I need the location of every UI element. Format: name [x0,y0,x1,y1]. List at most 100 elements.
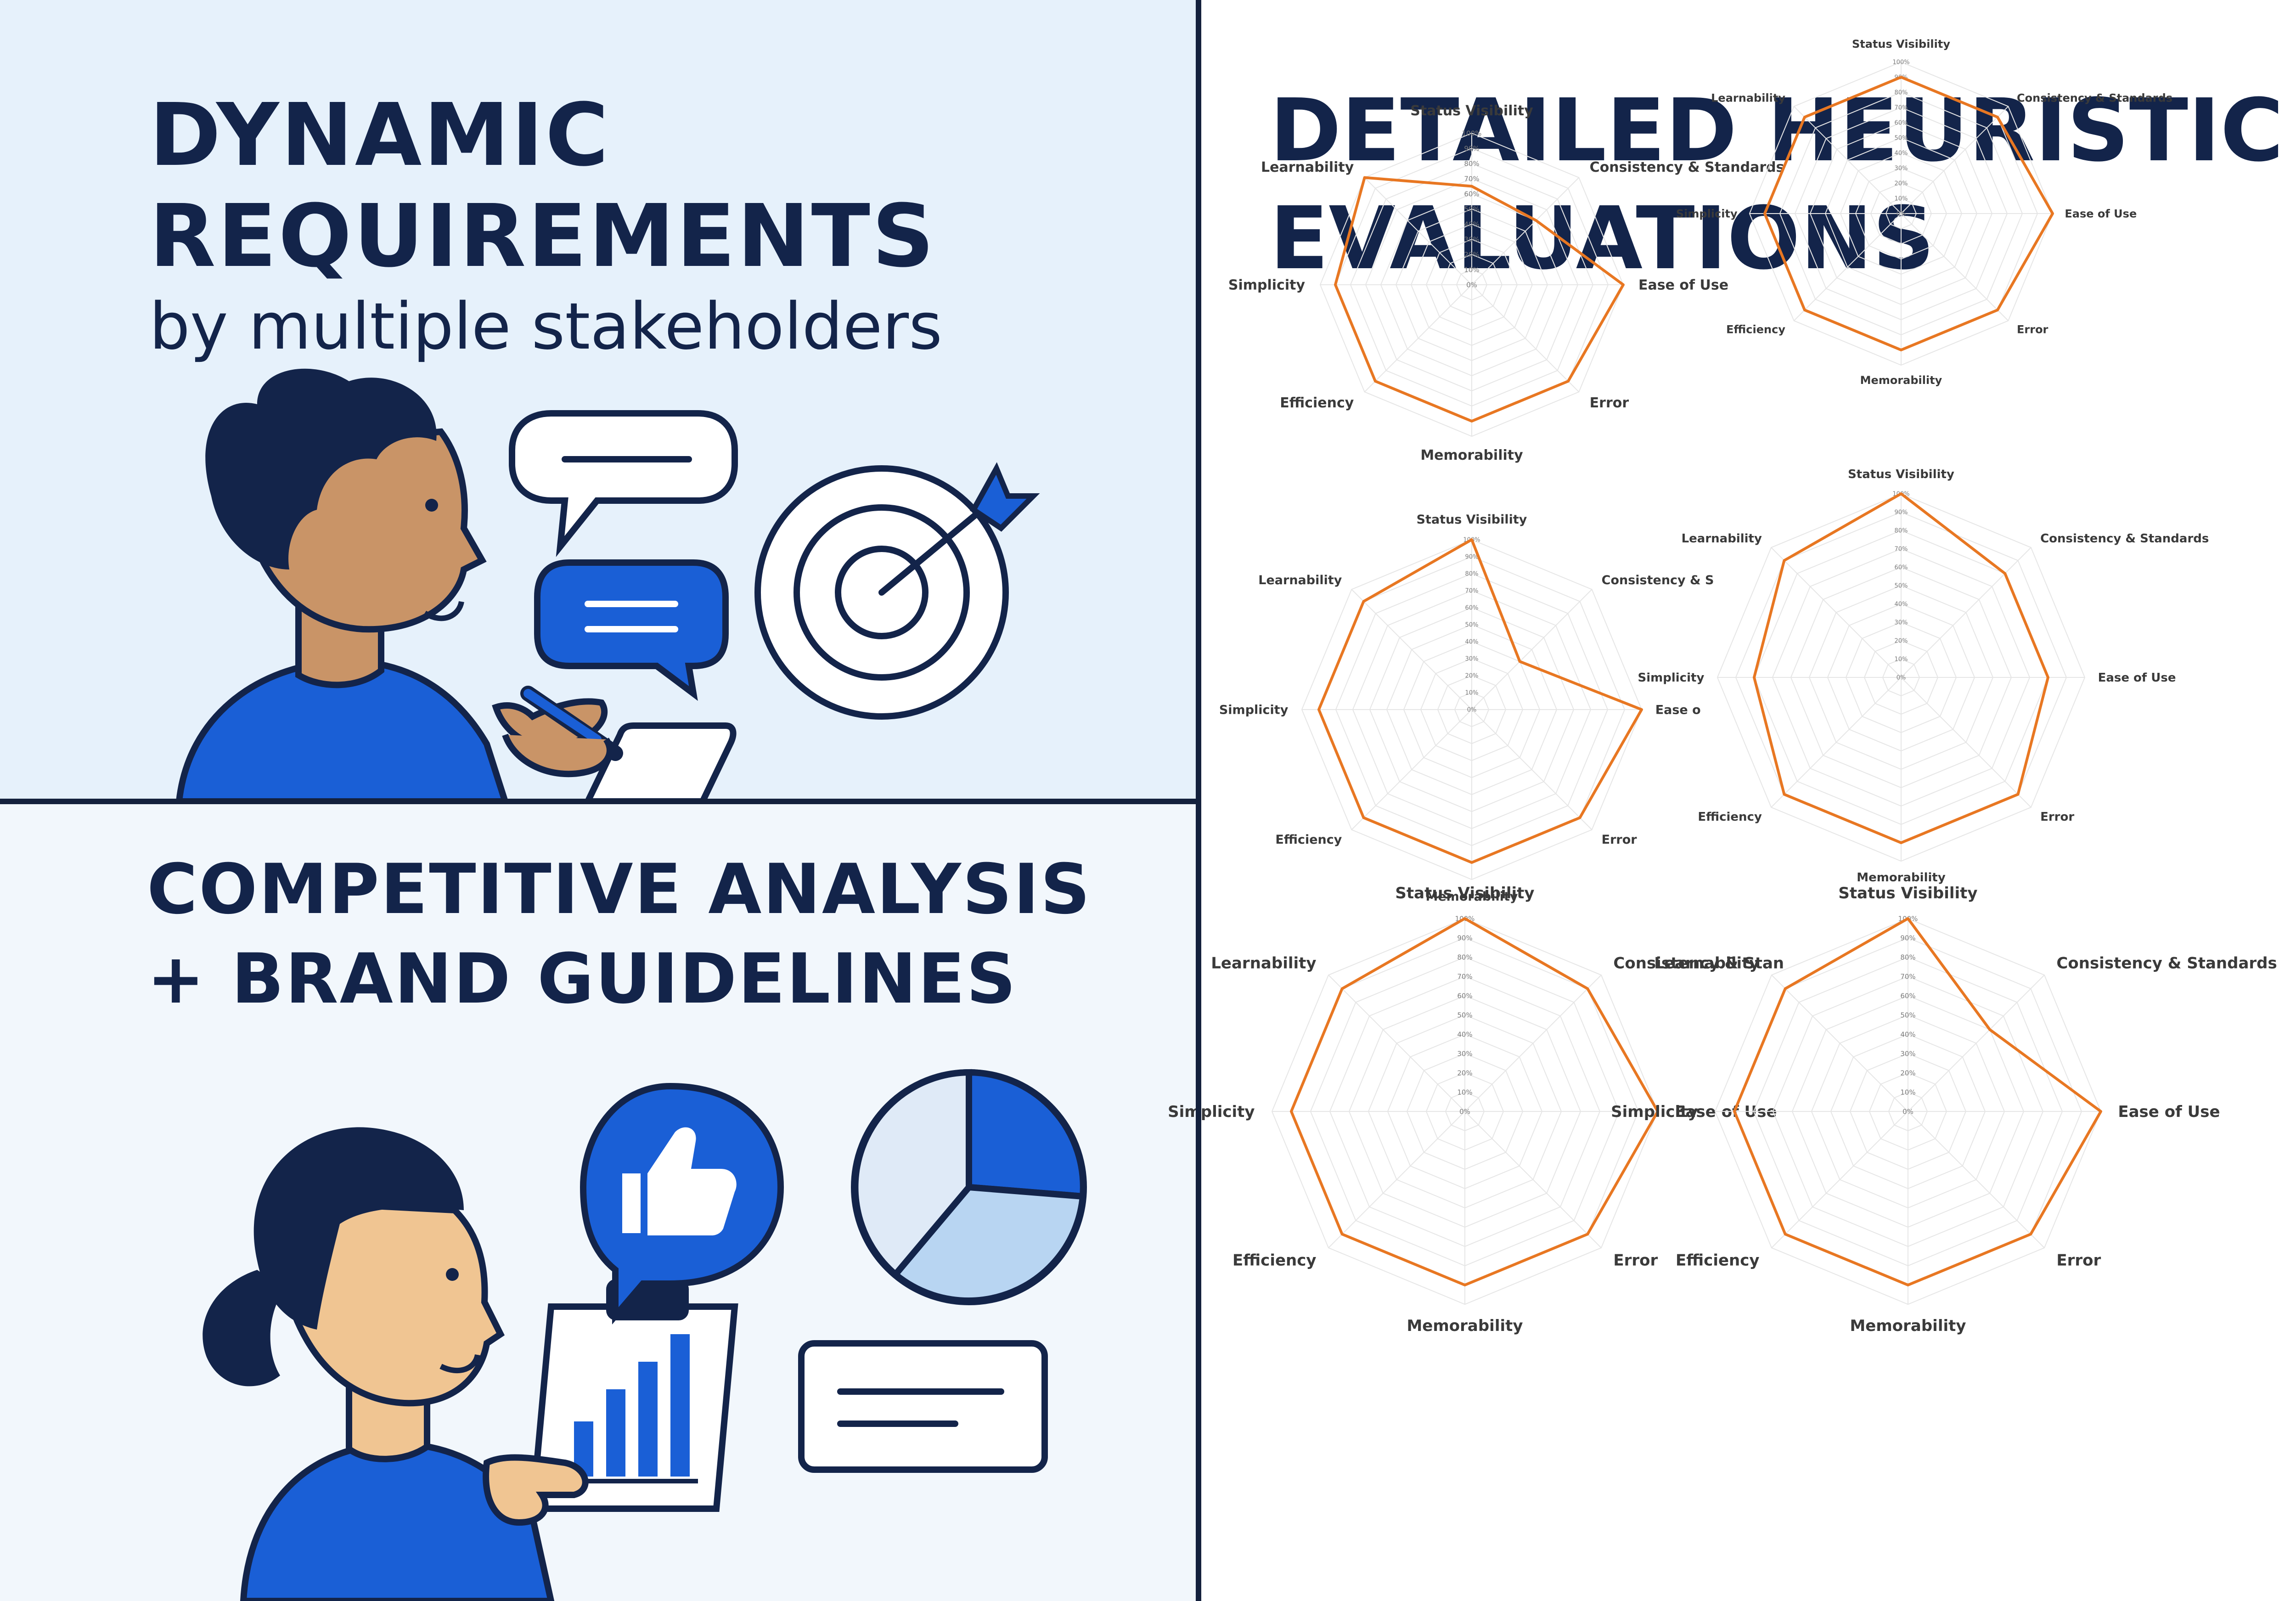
radar-axis-label: Error [1613,1251,1658,1269]
radar-series-line [1763,76,2054,351]
radar-tick-label: 60% [1895,120,1908,127]
radar-axis-label: Ease o [1655,703,1701,717]
radar-axis-label: Efficiency [1726,323,1785,336]
radar-tick-label: 40% [1900,1030,1915,1038]
radar-spoke [1328,975,1465,1112]
radar-tick-label: 50% [1465,622,1479,629]
radar-tick-label: 20% [1895,180,1908,187]
panel-heuristic-evaluations: DETAILED HEURISTIC EVALUATIONS 0% 10% 20% 3… [1168,0,2296,1601]
radar-tick-label: 10% [1895,196,1908,203]
radar-spoke [1901,677,2032,808]
radar-axis-label: Memorability [1420,447,1523,463]
radar-tick-label: 80% [1465,571,1479,578]
radar-axis-label: Memorability [1407,1317,1523,1335]
radar-chart-1: 0% 10% 20% 30% 40% 50% 60% 70% 80% 90% 100% Status … [1228,103,1784,463]
radar-axis-label: Simplicity [1168,1103,1255,1121]
radar-axis-label: Efficiency [1275,833,1342,847]
radar-axis-label: Learnability [1258,573,1342,587]
clipboard-bar-chart-icon [483,1279,738,1526]
radar-tick-label: 20% [1457,1069,1472,1077]
radar-tick-label: 0% [1896,211,1906,218]
radar-tick-label: 60% [1465,605,1479,612]
radar-tick-label: 0% [1466,281,1477,289]
radar-tick-label: 70% [1895,105,1908,112]
radar-tick-label: 90% [1465,554,1479,561]
radar-axis-label: Status Visibility [1410,103,1533,119]
radar-tick-label: 70% [1895,546,1908,553]
radar-tick-label: 70% [1900,972,1915,981]
radar-tick-label: 80% [1895,90,1908,96]
radar-tick-label: 20% [1465,673,1479,680]
radar-axis-label: Efficiency [1232,1251,1317,1269]
radar-tick-label: 60% [1895,564,1908,571]
radar-tick-label: 40% [1895,601,1908,608]
horizontal-divider [0,799,1199,804]
person-woman-illustration [203,1127,555,1601]
radar-spoke [1908,975,2045,1112]
radar-tick-label: 20% [1895,638,1908,645]
radar-axis-label: Simplicity [1638,671,1705,685]
radar-axis-label: Ease of Use [2118,1103,2220,1121]
radar-axis-label: Error [1602,833,1638,847]
radar-spoke [1771,1111,1908,1248]
radar-axis-label: Efficiency [1676,1251,1760,1269]
radar-tick-label: 30% [1464,235,1479,243]
notepad-icon [502,686,737,801]
radar-tick-label: 30% [1465,656,1479,663]
radar-tick-label: 80% [1900,953,1915,961]
radar-spoke [1908,1111,2045,1248]
radar-tick-label: 10% [1464,265,1479,274]
radar-axis-label: Learnability [1654,954,1759,972]
radar-axis-label: Ease of Use [2065,207,2137,220]
radar-axis-label: Learnability [1261,159,1354,175]
radar-spoke [1471,284,1580,393]
radar-series-line [1334,176,1625,423]
radar-chart-6: 0% 10% 20% 30% 40% 50% 60% 70% 80% 90% 100% Status … [1611,884,2277,1335]
panel-competitive-analysis: COMPETITIVE ANALYSIS + BRAND GUIDELINES [0,801,1199,1601]
radar-axis-label: Ease of Use [1638,277,1728,293]
radar-tick-label: 30% [1895,620,1908,626]
radar-tick-label: 90% [1464,144,1479,152]
radar-spoke [1351,709,1472,830]
radar-tick-label: 90% [1900,934,1915,942]
radar-series-line [1317,538,1643,864]
radar-series-line [1753,492,2049,844]
panel-dynamic-requirements: DYNAMIC REQUIREMENTS by multiple stakeho… [0,0,1199,801]
radar-axis-label: Consistency & Standards [1590,159,1784,175]
radar-spoke [1901,547,2032,678]
radar-axis-label: Efficiency [1698,810,1762,824]
radar-axis-label: Memorability [1857,871,1946,885]
radar-axis-label: Status Visibility [1417,513,1527,527]
radar-axis-label: Learnability [1711,91,1785,104]
radar-tick-label: 50% [1457,1011,1472,1019]
radar-tick-label: 80% [1464,159,1479,168]
radar-chart-5: 0% 10% 20% 30% 40% 50% 60% 70% 80% 90% 100% Status … [1168,884,1784,1335]
radar-tick-label: 0% [1459,1107,1470,1116]
radar-spoke [1793,106,1902,214]
dynamic-title-line1: DYNAMIC [149,85,611,186]
radar-spoke [1471,709,1593,830]
radar-spoke [1771,677,1902,808]
radar-axis-label: Consistency & S [1602,573,1714,587]
radar-spoke [1328,1111,1465,1248]
radar-tick-label: 30% [1895,165,1908,172]
radar-tick-label: 100% [1892,59,1909,66]
radar-axis-label: Status Visibility [1838,884,1977,902]
radar-tick-label: 0% [1467,707,1477,714]
radar-axis-label: Error [2040,810,2074,824]
radar-spoke [1364,284,1472,393]
radar-spoke [1793,213,1902,321]
radar-tick-label: 40% [1457,1030,1472,1038]
heuristic-title-line2: EVALUATIONS [1270,188,1935,289]
heuristic-title-line1: DETAILED HEURISTIC [1270,80,2284,181]
radar-axis-label: Learnability [1682,532,1762,546]
radar-tick-label: 20% [1900,1069,1915,1077]
chat-bubble-icon [534,559,729,701]
stakeholder-illustration [175,368,1040,801]
radar-axis-label: Memorability [1860,374,1942,387]
radar-spoke [1464,1111,1602,1248]
radar-tick-label: 80% [1895,528,1908,535]
radar-axis-label: Simplicity [1219,703,1289,717]
radar-tick-label: 90% [1457,934,1472,942]
radar-tick-label: 20% [1464,250,1479,259]
